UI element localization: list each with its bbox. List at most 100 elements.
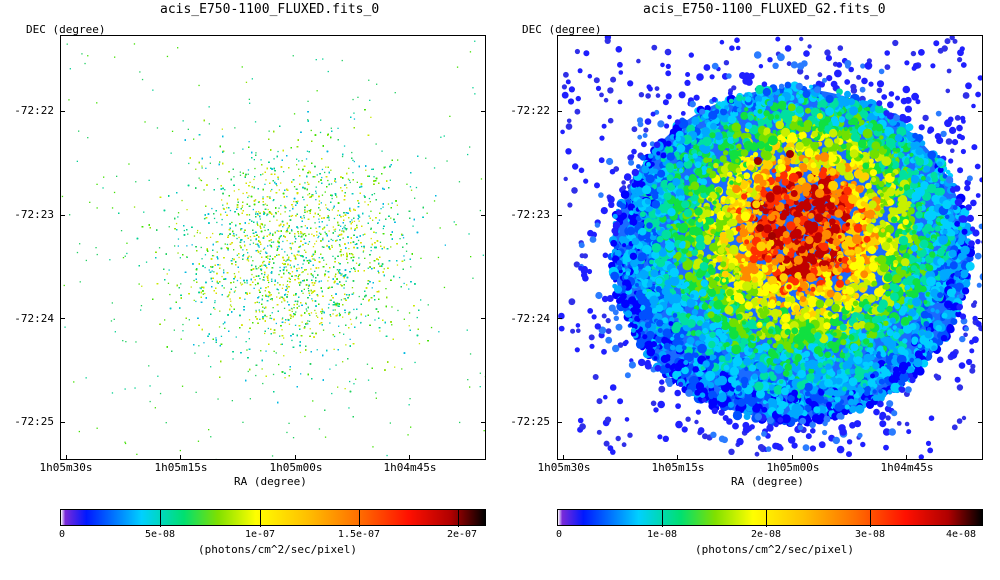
- photon-dot: [291, 310, 293, 313]
- photon-dot: [320, 202, 322, 204]
- photon-dot: [332, 309, 334, 311]
- left-image-canvas[interactable]: [60, 35, 486, 460]
- photon-dot: [193, 279, 195, 282]
- photon-dot: [188, 162, 190, 165]
- photon-dot: [267, 255, 269, 257]
- photon-dot: [329, 368, 331, 370]
- photon-dot: [327, 280, 329, 282]
- photon-dot: [309, 294, 311, 296]
- photon-dot: [203, 342, 205, 344]
- photon-dot: [338, 325, 340, 327]
- photon-dot: [308, 241, 311, 243]
- photon-dot: [253, 159, 255, 161]
- photon-dot: [181, 199, 183, 202]
- photon-dot: [391, 324, 393, 326]
- photon-dot: [263, 235, 265, 237]
- photon-dot: [418, 343, 421, 345]
- photon-dot: [200, 179, 203, 182]
- photon-dot: [236, 279, 239, 282]
- photon-dot: [359, 263, 361, 265]
- photon-dot: [314, 253, 316, 255]
- photon-dot: [215, 241, 217, 243]
- photon-dot: [269, 220, 271, 222]
- photon-dot: [342, 237, 344, 239]
- photon-dot: [318, 221, 320, 223]
- photon-dot: [313, 258, 315, 260]
- photon-dot: [328, 219, 330, 221]
- photon-dot: [315, 199, 317, 201]
- photon-dot: [302, 292, 304, 294]
- photon-dot: [219, 264, 221, 266]
- photon-dot: [298, 168, 300, 170]
- photon-dot: [409, 186, 412, 188]
- photon-dot: [291, 308, 293, 310]
- photon-dot: [315, 192, 317, 194]
- photon-dot: [336, 269, 338, 271]
- photon-dot: [197, 229, 199, 232]
- photon-dot: [320, 280, 322, 282]
- photon-dot: [332, 207, 335, 209]
- photon-dot: [302, 271, 304, 273]
- photon-dot: [280, 182, 282, 184]
- photon-dot: [358, 220, 360, 222]
- photon-dot: [342, 316, 344, 318]
- photon-dot: [221, 224, 223, 226]
- photon-dot: [201, 167, 203, 169]
- photon-dot: [276, 230, 278, 232]
- photon-dot: [286, 294, 289, 296]
- photon-dot: [371, 287, 373, 289]
- photon-dot: [383, 268, 385, 270]
- photon-dot: [267, 208, 269, 211]
- photon-dot: [298, 305, 300, 307]
- photon-dot: [266, 214, 268, 217]
- photon-dot: [174, 245, 176, 247]
- photon-dot: [371, 168, 373, 170]
- photon-dot: [281, 329, 283, 331]
- photon-dot: [291, 229, 293, 231]
- photon-dot: [339, 229, 341, 231]
- photon-dot: [370, 237, 372, 240]
- photon-dot: [317, 316, 319, 318]
- photon-dot: [282, 226, 284, 228]
- photon-dot: [284, 211, 286, 213]
- photon-dot: [339, 273, 342, 275]
- photon-dot: [253, 178, 255, 181]
- photon-dot: [347, 262, 349, 264]
- photon-dot: [318, 232, 321, 234]
- photon-dot: [367, 267, 369, 269]
- photon-dot: [293, 186, 296, 188]
- photon-dot: [286, 195, 288, 198]
- photon-dot: [387, 203, 390, 205]
- photon-dot: [229, 209, 232, 212]
- photon-dot: [288, 323, 291, 325]
- photon-dot: [297, 276, 299, 278]
- photon-dot: [278, 363, 280, 366]
- photon-dot: [308, 233, 310, 235]
- photon-dot: [226, 207, 228, 209]
- photon-dot: [281, 287, 284, 289]
- photon-dot: [344, 224, 346, 227]
- photon-dot: [271, 278, 273, 280]
- photon-dot: [205, 167, 207, 169]
- photon-dot: [221, 275, 223, 278]
- photon-dot: [282, 284, 284, 286]
- photon-dot: [264, 290, 266, 292]
- photon-dot: [352, 172, 354, 174]
- photon-dot: [303, 288, 305, 290]
- photon-dot: [353, 118, 356, 120]
- photon-dot: [256, 221, 258, 223]
- photon-dot: [212, 255, 215, 257]
- photon-dot: [224, 189, 226, 191]
- photon-dot: [321, 168, 324, 171]
- photon-dot: [235, 336, 237, 338]
- photon-dot: [249, 243, 251, 246]
- photon-dot: [338, 312, 341, 314]
- photon-dot: [242, 249, 244, 251]
- photon-dot: [276, 219, 278, 221]
- photon-dot: [180, 283, 182, 285]
- photon-dot: [314, 243, 316, 245]
- photon-dot: [326, 245, 328, 247]
- photon-dot: [200, 246, 202, 249]
- photon-dot: [260, 268, 263, 270]
- photon-dot: [370, 210, 372, 212]
